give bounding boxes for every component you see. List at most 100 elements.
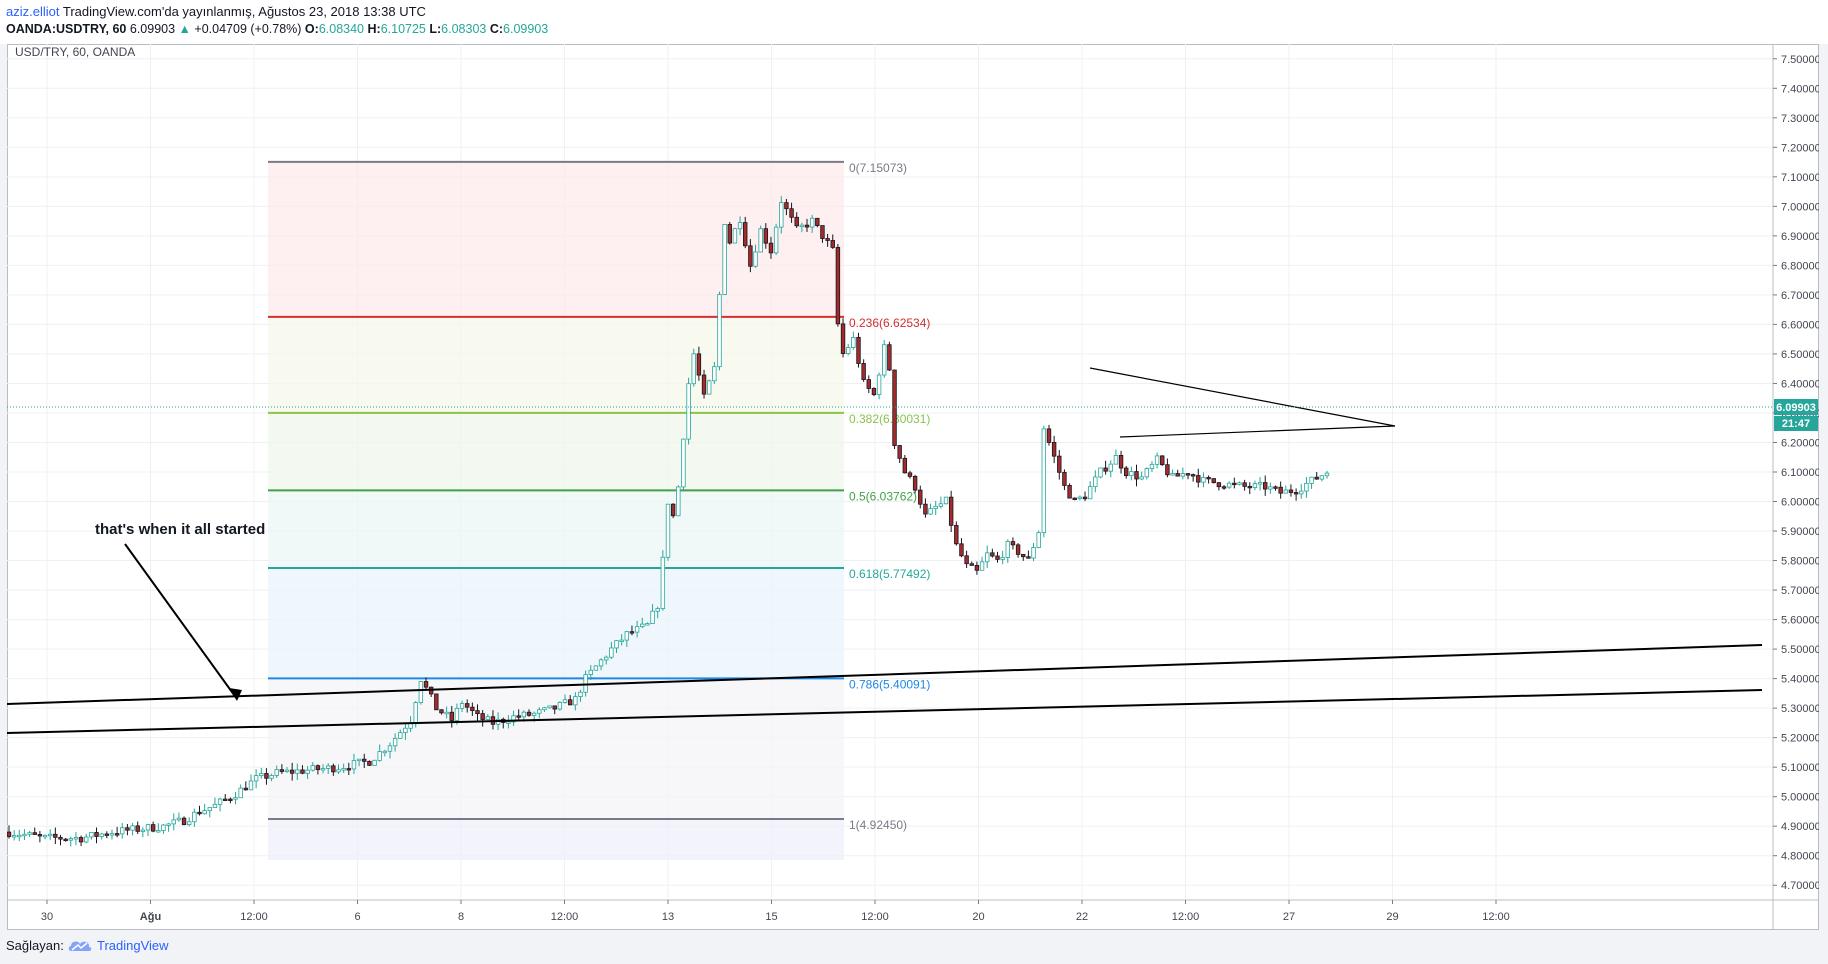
candle-up bbox=[1005, 541, 1010, 558]
candle-up bbox=[269, 775, 274, 779]
trend-lines[interactable] bbox=[7, 367, 1763, 734]
candle-down bbox=[289, 769, 295, 774]
fib-band bbox=[268, 678, 844, 819]
candle-up bbox=[259, 773, 264, 776]
candle-up bbox=[1283, 489, 1289, 494]
candle-up bbox=[27, 832, 32, 835]
candle-down bbox=[480, 713, 485, 720]
author-link[interactable]: aziz.elliot bbox=[6, 4, 60, 19]
triangle-lower-line[interactable] bbox=[1119, 425, 1396, 438]
fib-band bbox=[268, 818, 844, 860]
candles bbox=[7, 196, 1330, 847]
time-tick-label: 12:00 bbox=[551, 911, 579, 923]
fib-level-label: 0.618(5.77492) bbox=[849, 567, 930, 581]
candle-down bbox=[995, 555, 1000, 560]
price-tick-label: 7.30000 bbox=[1781, 113, 1819, 125]
price-tick-label: 6.60000 bbox=[1781, 319, 1819, 331]
candle-down bbox=[78, 837, 84, 843]
candle-down bbox=[912, 475, 918, 491]
price-tick-label: 6.10000 bbox=[1781, 467, 1819, 479]
annotation-text[interactable]: that's when it all started bbox=[95, 521, 265, 538]
close-value: 6.09903 bbox=[503, 22, 549, 36]
candle-up bbox=[1304, 482, 1309, 492]
candle-down bbox=[840, 323, 846, 354]
price-tick-label: 5.10000 bbox=[1781, 762, 1819, 774]
candle-up bbox=[1180, 473, 1186, 477]
candle-down bbox=[861, 363, 866, 380]
candle-up bbox=[295, 769, 300, 774]
price-tick-label: 5.60000 bbox=[1781, 615, 1819, 627]
candle-up bbox=[336, 769, 341, 773]
candle-down bbox=[223, 798, 228, 801]
candle-up bbox=[320, 768, 326, 771]
candle-down bbox=[871, 388, 877, 396]
candle-down bbox=[264, 773, 269, 779]
candle-up bbox=[531, 712, 537, 716]
candle-up bbox=[547, 705, 552, 709]
price-axis[interactable]: 7.50000 7.40000 7.30000 7.20000 7.10000 7.000… bbox=[1773, 54, 1819, 892]
candle-down bbox=[1175, 473, 1180, 477]
time-tick-label: Ağu bbox=[140, 911, 161, 923]
candle-down bbox=[475, 710, 480, 714]
candle-up bbox=[588, 669, 593, 675]
candle-down bbox=[32, 832, 37, 835]
candle-up bbox=[392, 737, 398, 747]
price-tick-label: 7.50000 bbox=[1781, 54, 1819, 66]
triangle-upper-line[interactable] bbox=[1089, 367, 1396, 427]
time-tick-label: 12:00 bbox=[1482, 911, 1510, 923]
annotation-arrow[interactable] bbox=[124, 543, 238, 700]
candle-up bbox=[1093, 476, 1098, 488]
candle-up bbox=[47, 833, 53, 837]
candle-down bbox=[784, 202, 789, 210]
candle-down bbox=[526, 711, 532, 716]
candle-down bbox=[1273, 486, 1278, 489]
candle-down bbox=[1103, 467, 1108, 472]
candle-down bbox=[897, 445, 902, 459]
candle-down bbox=[969, 563, 974, 566]
candle-up bbox=[542, 707, 547, 711]
candle-up bbox=[356, 758, 362, 762]
candle-down bbox=[1015, 544, 1021, 555]
fibonacci-retracement[interactable]: 0(7.15073) 0.236(6.62534) 0.382(6.30031) 0.… bbox=[268, 161, 930, 860]
lower-trendline[interactable] bbox=[7, 689, 1763, 734]
candle-up bbox=[634, 626, 640, 633]
upper-trendline[interactable] bbox=[7, 644, 1763, 705]
tradingview-link[interactable]: TradingView bbox=[97, 938, 169, 953]
fib-band bbox=[268, 567, 844, 679]
candle-down bbox=[887, 344, 892, 371]
candle-up bbox=[732, 228, 738, 244]
candle-down bbox=[866, 379, 871, 389]
fib-level-label: 0.236(6.62534) bbox=[849, 316, 930, 330]
time-tick-label: 12:00 bbox=[861, 911, 889, 923]
candle-down bbox=[1185, 473, 1191, 476]
candle-down bbox=[959, 543, 964, 557]
candle-down bbox=[1242, 482, 1247, 487]
symbol-label[interactable]: OANDA:USDTRY, 60 bbox=[6, 22, 127, 36]
tradingview-cloud-icon bbox=[68, 941, 92, 951]
candle-down bbox=[1288, 489, 1294, 493]
candle-down bbox=[1072, 497, 1077, 500]
chart-canvas[interactable]: 0(7.15073) 0.236(6.62534) 0.382(6.30031) 0.… bbox=[7, 44, 1819, 930]
candle-down bbox=[1190, 474, 1196, 477]
candle-up bbox=[979, 561, 985, 571]
candle-up bbox=[120, 827, 125, 835]
candle-up bbox=[1149, 463, 1155, 469]
price-badge bbox=[1774, 399, 1818, 415]
candle-down bbox=[990, 552, 995, 557]
candle-down bbox=[315, 765, 321, 771]
price-tick-label: 5.20000 bbox=[1781, 733, 1819, 745]
candle-up bbox=[192, 811, 197, 823]
price-tick-label: 4.90000 bbox=[1781, 821, 1819, 833]
time-tick-label: 27 bbox=[1283, 911, 1295, 923]
candle-up bbox=[1036, 532, 1041, 548]
candle-down bbox=[1124, 467, 1129, 477]
candle-up bbox=[238, 787, 243, 799]
time-tick-label: 22 bbox=[1076, 911, 1088, 923]
time-axis[interactable]: 30 Ağu 12:00 6 8 12:00 13 15 12:00 20 22 12:00 27 29 1… bbox=[41, 900, 1510, 923]
candle-down bbox=[439, 709, 444, 714]
candle-up bbox=[109, 833, 115, 836]
candle-down bbox=[1051, 442, 1057, 457]
candle-up bbox=[1113, 455, 1119, 465]
candle-up bbox=[645, 623, 650, 626]
candle-up bbox=[1144, 468, 1150, 478]
